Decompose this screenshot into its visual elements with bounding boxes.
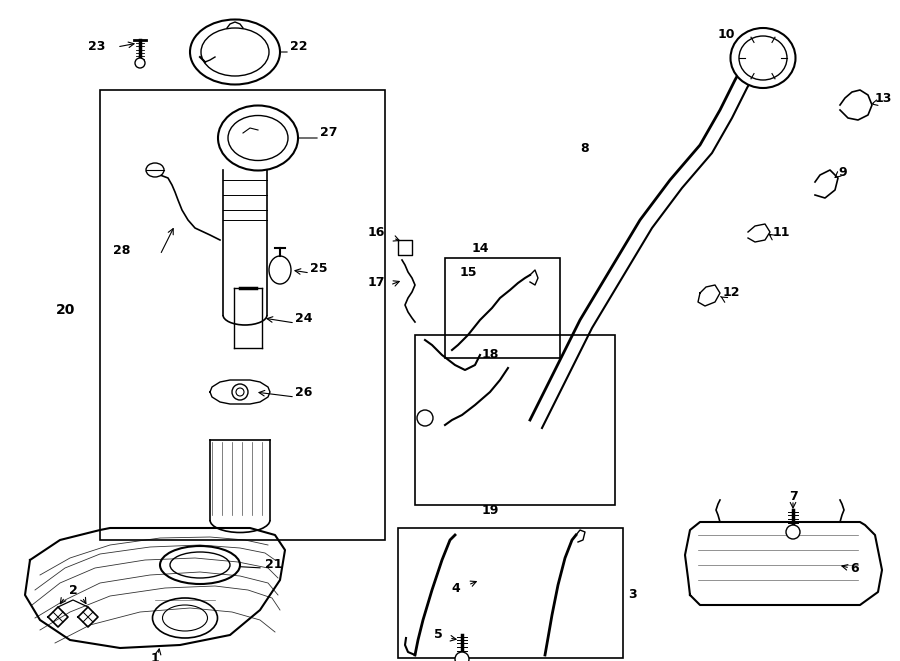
- Circle shape: [786, 525, 800, 539]
- Text: 18: 18: [482, 348, 499, 362]
- Polygon shape: [840, 90, 872, 120]
- Polygon shape: [685, 522, 882, 605]
- Ellipse shape: [731, 28, 796, 88]
- Bar: [445, 258, 560, 358]
- Text: 14: 14: [472, 241, 489, 254]
- Ellipse shape: [190, 20, 280, 85]
- Text: 13: 13: [875, 91, 893, 104]
- Text: 11: 11: [773, 225, 790, 239]
- Circle shape: [135, 58, 145, 68]
- Bar: [100, 90, 385, 540]
- Text: 16: 16: [367, 227, 385, 239]
- Text: 17: 17: [367, 276, 385, 288]
- Text: 24: 24: [295, 311, 312, 325]
- Text: 5: 5: [434, 629, 443, 641]
- Text: 7: 7: [788, 490, 797, 502]
- Text: 8: 8: [580, 141, 590, 155]
- Text: 26: 26: [295, 385, 312, 399]
- Text: 25: 25: [310, 262, 328, 274]
- Text: 21: 21: [265, 559, 283, 572]
- Text: 4: 4: [451, 582, 460, 594]
- Text: 28: 28: [112, 243, 130, 256]
- Ellipse shape: [218, 106, 298, 171]
- Text: 1: 1: [150, 652, 159, 661]
- Text: 23: 23: [87, 40, 105, 54]
- Polygon shape: [25, 528, 285, 648]
- Text: 15: 15: [459, 266, 477, 278]
- Text: 2: 2: [68, 584, 77, 596]
- Ellipse shape: [146, 163, 164, 177]
- Text: 19: 19: [482, 504, 499, 516]
- Text: 10: 10: [717, 28, 735, 42]
- Text: 3: 3: [628, 588, 636, 602]
- Text: 12: 12: [723, 286, 741, 299]
- Text: 27: 27: [320, 126, 338, 139]
- Text: 20: 20: [56, 303, 75, 317]
- Text: 9: 9: [838, 165, 847, 178]
- Ellipse shape: [269, 256, 291, 284]
- Text: 6: 6: [850, 561, 859, 574]
- Circle shape: [455, 652, 469, 661]
- Text: 22: 22: [290, 40, 308, 54]
- Ellipse shape: [160, 546, 240, 584]
- Bar: [398, 528, 623, 658]
- Bar: [415, 335, 615, 505]
